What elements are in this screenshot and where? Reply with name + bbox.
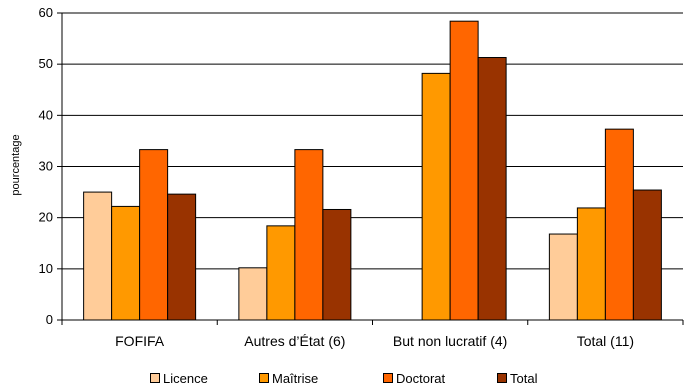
bars — [83, 20, 662, 321]
legend-label: Licence — [163, 370, 208, 386]
bar-ma-trise-2 — [266, 225, 296, 321]
bar-ma-trise-1 — [111, 205, 141, 321]
y-tick-label: 60 — [39, 5, 53, 20]
bar-ma-trise-4 — [576, 207, 606, 321]
x-tick-label: FOFIFA — [115, 333, 165, 349]
legend-item-ma-trise: Maîtrise — [259, 368, 318, 388]
bar-licence-1 — [83, 191, 113, 321]
bar-total-1 — [167, 193, 197, 321]
y-tick-label: 50 — [39, 56, 53, 71]
legend-label: Total — [510, 370, 538, 386]
axes: 0 10 20 30 40 50 60 FOFIFA Autres d’État (6) But … — [39, 5, 684, 349]
legend-item-doctorat: Doctorat — [383, 368, 445, 388]
bar-licence-4 — [548, 233, 578, 321]
legend-label: Doctorat — [396, 370, 446, 386]
bar-total-2 — [322, 208, 352, 321]
bar-doctorat-2 — [294, 149, 324, 321]
legend: Licence Maîtrise Doctorat Total — [0, 368, 692, 388]
bar-total-4 — [632, 189, 662, 321]
bar-doctorat-3 — [449, 20, 479, 321]
y-tick-label: 20 — [39, 210, 53, 225]
legend-label: Maîtrise — [272, 370, 319, 386]
legend-swatch — [383, 373, 393, 383]
legend-item-licence: Licence — [150, 368, 208, 388]
legend-swatch — [497, 373, 507, 383]
y-tick-label: 10 — [39, 261, 53, 276]
bar-doctorat-4 — [604, 128, 634, 321]
legend-item-total: Total — [497, 368, 537, 388]
legend-swatch — [259, 373, 269, 383]
y-tick-label: 40 — [39, 107, 53, 122]
y-tick-label: 30 — [39, 159, 53, 174]
y-tick-label: 0 — [46, 312, 53, 327]
bar-total-3 — [477, 57, 507, 321]
x-tick-label: But non lucratif (4) — [393, 333, 507, 349]
x-tick-label: Total (11) — [577, 333, 634, 349]
bar-ma-trise-3 — [421, 72, 451, 321]
legend-swatch — [150, 373, 160, 383]
y-axis-label: pourcentage — [10, 134, 22, 195]
x-tick-label: Autres d’État (6) — [244, 333, 345, 349]
chart-canvas: 0 10 20 30 40 50 60 FOFIFA Autres d’État (6) But … — [10, 5, 684, 349]
bar-doctorat-1 — [139, 149, 169, 321]
bar-licence-2 — [238, 267, 268, 321]
